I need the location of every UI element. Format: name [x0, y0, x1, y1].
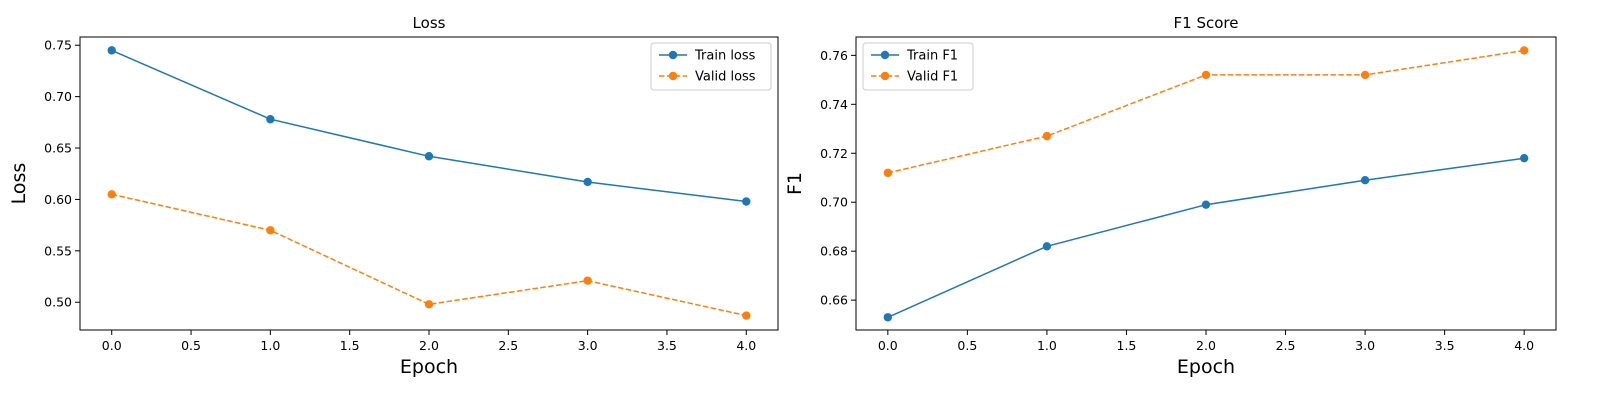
- series-2-point: [883, 168, 893, 178]
- series-1-point: [583, 177, 592, 187]
- legend-label: Valid loss: [695, 70, 756, 85]
- legend-label: Train F1: [906, 49, 958, 64]
- x-tick-label: 3.0: [578, 338, 598, 353]
- series-2-point: [583, 276, 592, 285]
- y-tick-label: 0.76: [820, 48, 848, 63]
- x-tick-label: 1.5: [340, 338, 360, 353]
- y-tick-label: 0.74: [820, 97, 848, 112]
- series-1-point: [1201, 200, 1211, 209]
- x-tick-label: 3.5: [1435, 338, 1455, 353]
- series-line-1: [887, 157, 1525, 318]
- x-tick-label: 1.0: [260, 338, 280, 353]
- x-tick-label: 2.0: [419, 338, 439, 353]
- legend-label: Train loss: [694, 49, 756, 64]
- x-axis-label: Epoch: [1177, 356, 1235, 378]
- y-tick-label: 0.65: [44, 141, 72, 156]
- y-tick-label: 0.66: [820, 293, 848, 308]
- series-1-point: [1360, 175, 1370, 185]
- series-1-point: [1042, 242, 1052, 251]
- series-2-point: [107, 190, 116, 199]
- series-2-point: [742, 311, 751, 320]
- legend: Train F1 Valid F1: [862, 42, 974, 91]
- series-2-point: [1360, 70, 1370, 80]
- y-tick-label: 0.55: [44, 243, 72, 258]
- y-tick-label: 0.68: [820, 244, 848, 259]
- series-1-point: [1519, 153, 1529, 163]
- x-tick-label: 2.0: [1196, 338, 1216, 353]
- x-tick-label: 0.0: [878, 338, 898, 353]
- series-2-point: [266, 226, 275, 235]
- x-tick-label: 2.5: [498, 338, 518, 353]
- legend-marker: [880, 71, 890, 81]
- legend-label: Valid F1: [907, 70, 958, 85]
- y-tick-label: 0.72: [820, 146, 848, 161]
- series-2-point: [1201, 70, 1211, 80]
- series-1-point: [107, 46, 116, 55]
- chart-title: F1 Score: [1174, 14, 1239, 32]
- x-tick-label: 0.0: [102, 338, 122, 353]
- chart-panel-1: Loss 0.0 0.5 1.0 1.5 2.0 2.5 3.0 3.5 4.0 0.50 0.55 0…: [8, 14, 779, 378]
- series-2-point: [1042, 131, 1052, 141]
- legend: Train loss Valid loss: [650, 42, 772, 91]
- y-tick-label: 0.50: [44, 295, 72, 310]
- y-tick-label: 0.75: [44, 38, 72, 53]
- x-tick-label: 1.5: [1117, 338, 1137, 353]
- x-tick-label: 3.0: [1355, 338, 1375, 353]
- chart-panel-2: F1 Score 0.0 0.5 1.0 1.5 2.0 2.5 3.0 3.5 4.0 0.66 0…: [784, 14, 1557, 378]
- x-tick-label: 0.5: [181, 338, 201, 353]
- x-tick-label: 4.0: [736, 338, 756, 353]
- y-axis-label: F1: [784, 172, 806, 195]
- y-tick-label: 0.70: [820, 195, 848, 210]
- x-tick-label: 2.5: [1276, 338, 1296, 353]
- y-tick-label: 0.70: [44, 89, 72, 104]
- x-axis-label: Epoch: [400, 356, 458, 378]
- plot-frame: [79, 36, 779, 331]
- x-tick-label: 0.5: [957, 338, 977, 353]
- series-line-2: [111, 193, 747, 317]
- series-1-point: [266, 115, 275, 124]
- legend-marker: [668, 71, 678, 81]
- legend-marker: [880, 50, 890, 60]
- x-tick-label: 3.5: [657, 338, 677, 353]
- series-2-point: [1519, 46, 1529, 55]
- series-1-point: [424, 152, 434, 161]
- series-2-point: [424, 300, 434, 309]
- series-1-point: [742, 197, 751, 206]
- series-line-2: [887, 49, 1525, 174]
- series-1-point: [883, 313, 893, 322]
- plot-frame: [855, 36, 1557, 331]
- legend-marker: [668, 50, 678, 60]
- y-axis-label: Loss: [8, 163, 30, 205]
- chart-title: Loss: [413, 14, 446, 32]
- y-tick-label: 0.60: [44, 192, 72, 207]
- x-tick-label: 4.0: [1514, 338, 1534, 353]
- x-tick-label: 1.0: [1037, 338, 1057, 353]
